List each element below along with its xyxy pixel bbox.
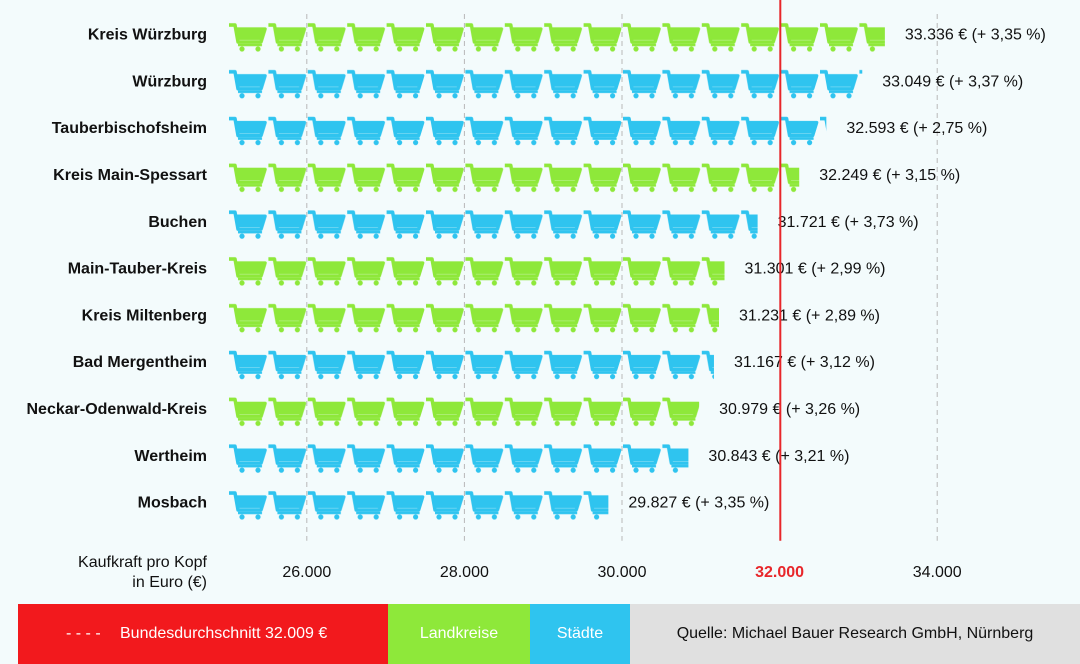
legend-swatch [388, 604, 530, 664]
category-label: Kreis Miltenberg [82, 307, 207, 324]
category-label: Neckar-Odenwald-Kreis [26, 401, 207, 418]
x-tick-label: 28.000 [440, 564, 489, 581]
reference-legend-box [18, 604, 388, 664]
value-label: 32.593 € (+ 2,75 %) [846, 120, 987, 137]
source-box [630, 604, 1080, 664]
x-tick-label: 32.000 [755, 564, 804, 581]
bar [228, 152, 800, 200]
value-label: 30.843 € (+ 3,21 %) [708, 448, 849, 465]
bar [228, 480, 609, 527]
category-label: Tauberbischofsheim [52, 120, 207, 137]
bar [228, 199, 758, 246]
bar [228, 433, 689, 480]
x-tick-label: 34.000 [913, 564, 962, 581]
dash-symbol: - - - - [66, 625, 101, 642]
category-label: Wertheim [134, 448, 207, 465]
value-label: 32.249 € (+ 3,15 %) [819, 167, 960, 184]
value-label: 31.301 € (+ 2,99 %) [745, 261, 886, 278]
legend-swatch [530, 604, 630, 664]
category-label: Kreis Würzburg [88, 27, 207, 44]
x-axis-label: in Euro (€) [132, 574, 207, 591]
x-axis-label: Kaufkraft pro Kopf [78, 554, 208, 571]
value-label: 31.721 € (+ 3,73 %) [778, 214, 919, 231]
bar [228, 58, 863, 106]
value-label: 31.231 € (+ 2,89 %) [739, 307, 880, 324]
value-label: 29.827 € (+ 3,35 %) [628, 495, 769, 512]
legend-label: Städte [557, 625, 603, 642]
category-label: Buchen [148, 214, 207, 231]
value-label: 33.336 € (+ 3,35 %) [905, 27, 1046, 44]
x-tick-label: 26.000 [282, 564, 331, 581]
bar [228, 246, 725, 293]
bar [228, 105, 827, 153]
bar [228, 292, 720, 340]
bar [228, 339, 714, 387]
category-label: Würzburg [132, 73, 207, 90]
source-label: Quelle: Michael Bauer Research GmbH, Nür… [677, 625, 1034, 642]
reference-legend-label: Bundesdurchschnitt 32.009 € [120, 625, 327, 642]
footer: - - - - Bundesdurchschnitt 32.009 € Landk… [18, 604, 1080, 664]
value-label: 33.049 € (+ 3,37 %) [882, 73, 1023, 90]
legend-label: Landkreise [420, 625, 498, 642]
category-label: Kreis Main-Spessart [53, 167, 208, 184]
category-label: Main-Tauber-Kreis [68, 261, 207, 278]
category-label: Mosbach [138, 495, 207, 512]
bar [228, 12, 885, 59]
bar [228, 386, 700, 434]
value-label: 30.979 € (+ 3,26 %) [719, 401, 860, 418]
value-label: 31.167 € (+ 3,12 %) [734, 354, 875, 371]
category-label: Bad Mergentheim [73, 354, 207, 371]
x-tick-label: 30.000 [598, 564, 647, 581]
